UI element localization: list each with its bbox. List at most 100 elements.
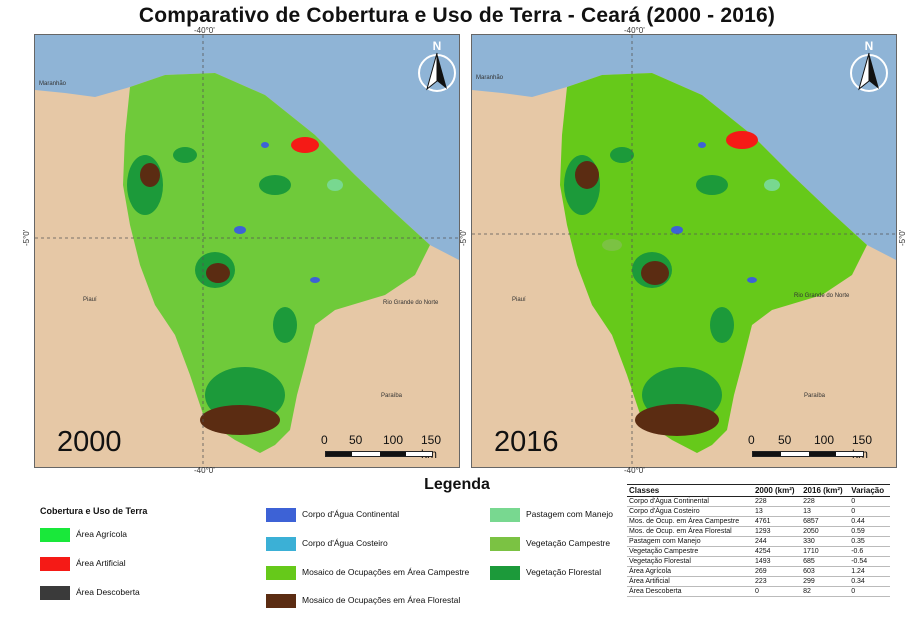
legend-label: Vegetação Campestre [526, 538, 611, 548]
statistics-table: Classes 2000 (km²) 2016 (km²) Variação C… [627, 484, 890, 597]
coord-top-label-2016: -40°0' [624, 26, 645, 35]
table-cell: Área Artificial [627, 576, 753, 587]
table-cell: Corpo d'Água Continental [627, 496, 753, 507]
table-cell: Vegetação Campestre [627, 546, 753, 557]
north-arrow-icon [850, 52, 888, 92]
table-row: Mos. de Ocup. em Área Campestre 4761 6857 0… [627, 516, 890, 527]
table-cell: 244 [752, 536, 802, 547]
scale-bar-track [752, 451, 864, 457]
table-cell: 603 [801, 566, 850, 577]
table-row: Área Artificial 223 299 0.34 [627, 576, 890, 587]
place-maranhao: Maranhão [39, 81, 67, 87]
table-cell: 6857 [801, 516, 850, 527]
table-cell: 223 [752, 576, 802, 587]
place-rgn: Rio Grande do Norte [383, 300, 439, 306]
coord-right-label-2016: -5°0' [898, 229, 907, 246]
map-2016-panel: Maranhão Piauí Rio Grande do Norte Paraí… [471, 34, 897, 468]
land-cover-patches [564, 131, 780, 436]
table-cell: 4254 [752, 546, 802, 557]
table-cell: 0 [849, 496, 890, 507]
table-header-cell: Variação [849, 484, 890, 497]
figure-title: Comparativo de Cobertura e Uso de Terra … [138, 4, 776, 27]
table-cell: 0.34 [849, 576, 890, 587]
map-2000-canvas [35, 35, 459, 467]
legend-label: Corpo d'Água Continental [302, 509, 400, 519]
north-label: N [864, 39, 874, 53]
place-rgn: Rio Grande do Norte [794, 293, 850, 299]
table-cell: -0.54 [849, 556, 890, 567]
legend-label: Área Descoberta [76, 587, 140, 597]
table-cell: 0 [752, 586, 802, 597]
north-arrow: N [415, 39, 459, 95]
table-cell: 685 [801, 556, 850, 567]
table-row: Vegetação Florestal 1493 685 -0.54 [627, 556, 890, 567]
table-row: Pastagem com Manejo 244 330 0.35 [627, 536, 890, 547]
table-row: Área Agrícola 269 603 1.24 [627, 566, 890, 577]
table-cell: 228 [752, 496, 802, 507]
table-cell: 1293 [752, 526, 802, 537]
table-cell: 0 [849, 586, 890, 597]
place-paraiba: Paraíba [804, 393, 826, 399]
legend-label: Mosaico de Ocupações em Área Florestal [302, 595, 461, 605]
legend-swatch [40, 557, 70, 571]
table-cell: Área Descoberta [627, 586, 753, 597]
land-cover-patches [127, 137, 343, 435]
table-cell: 2050 [801, 526, 850, 537]
coord-bottom-label-2016: -40°0' [624, 466, 645, 475]
table-row: Vegetação Campestre 4254 1710 -0.6 [627, 546, 890, 557]
coord-top-label: -40°0' [191, 35, 212, 36]
table-cell: 299 [801, 576, 850, 587]
table-cell: 13 [801, 506, 850, 517]
ceara-state [123, 73, 430, 453]
table-cell: 82 [801, 586, 850, 597]
scale-bar: 0 50 100 150 km [748, 433, 888, 461]
legend-swatch [490, 508, 520, 522]
table-cell: 1493 [752, 556, 802, 567]
map-year-label: 2000 [57, 426, 122, 458]
table-header-row: Classes 2000 (km²) 2016 (km²) Variação [627, 484, 890, 497]
table-header-cell: Classes [627, 484, 753, 497]
legend-swatch [266, 594, 296, 608]
legend-label: Vegetação Florestal [526, 567, 602, 577]
table-cell: 0.59 [849, 526, 890, 537]
table-row: Área Descoberta 0 82 0 [627, 586, 890, 597]
table-cell: Mos. de Ocup. em Área Florestal [627, 526, 753, 537]
legend-label: Área Artificial [76, 558, 126, 568]
table-cell: Área Agrícola [627, 566, 753, 577]
ceara-state [560, 73, 867, 453]
table-cell: 0 [849, 506, 890, 517]
coord-left-label-2016: -5°0' [459, 229, 468, 246]
place-piaui: Piauí [512, 297, 526, 303]
table-cell: Mos. de Ocup. em Área Campestre [627, 516, 753, 527]
map-2000-panel: -40°0' Maranhão Piauí Rio Grande do Nort… [34, 34, 460, 468]
table-row: Mos. de Ocup. em Área Florestal 1293 2050 0… [627, 526, 890, 537]
legend-label: Mosaico de Ocupações em Área Campestre [302, 567, 470, 577]
scale-label-0: 0 [321, 433, 328, 447]
legend-swatch [266, 537, 296, 551]
map-year-label: 2016 [494, 426, 559, 458]
table-cell: Vegetação Florestal [627, 556, 753, 567]
table-header-cell: 2000 (km²) [752, 484, 802, 497]
north-arrow: N [847, 39, 891, 95]
legend-title: Legenda [424, 476, 490, 493]
scale-label-50: 50 [349, 433, 363, 447]
table-cell: 269 [752, 566, 802, 577]
table-cell: 0.44 [849, 516, 890, 527]
legend-swatch [40, 528, 70, 542]
legend-label: Corpo d'Água Costeiro [302, 538, 388, 548]
place-piaui: Piauí [83, 297, 97, 303]
scale-label-100: 100 [383, 433, 404, 447]
table-cell: Pastagem com Manejo [627, 536, 753, 547]
legend-label: Área Agrícola [76, 529, 128, 539]
scale-label-50: 50 [778, 433, 792, 447]
place-maranhao: Maranhão [476, 75, 504, 81]
table-cell: 4761 [752, 516, 802, 527]
ocean-area [35, 35, 459, 260]
legend-swatch [490, 566, 520, 580]
table-header-cell: 2016 (km²) [801, 484, 850, 497]
table-row: Corpo d'Água Continental 228 228 0 [627, 496, 890, 507]
table-cell: -0.6 [849, 546, 890, 557]
table-cell: 1710 [801, 546, 850, 557]
legend-swatch [40, 586, 70, 600]
coord-bottom-label-2000: -40°0' [194, 466, 215, 475]
